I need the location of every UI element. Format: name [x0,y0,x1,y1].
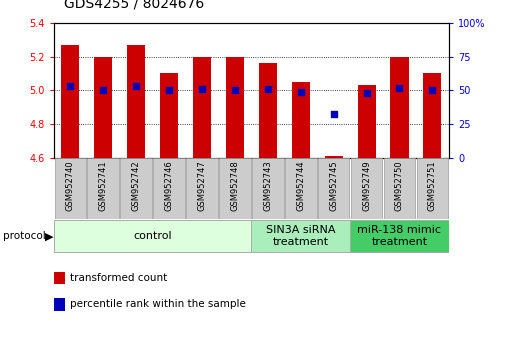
FancyBboxPatch shape [121,158,152,219]
Bar [292,82,310,158]
Bar [193,57,211,158]
FancyBboxPatch shape [285,158,317,219]
Bar [259,63,277,158]
Text: GSM952743: GSM952743 [263,160,272,211]
Bar [226,57,244,158]
FancyBboxPatch shape [350,221,449,252]
FancyBboxPatch shape [318,158,349,219]
FancyBboxPatch shape [54,158,86,219]
FancyBboxPatch shape [87,158,119,219]
Point [132,84,140,89]
Bar [358,85,376,158]
Bar [94,57,112,158]
FancyBboxPatch shape [186,158,218,219]
FancyBboxPatch shape [384,158,416,219]
Point [198,86,206,92]
Text: SIN3A siRNA
treatment: SIN3A siRNA treatment [266,225,336,247]
Text: GSM952745: GSM952745 [329,160,338,211]
FancyBboxPatch shape [219,158,251,219]
FancyBboxPatch shape [351,158,382,219]
Text: GSM952741: GSM952741 [98,160,108,211]
Text: GSM952744: GSM952744 [296,160,305,211]
Point [297,89,305,95]
Point [363,90,371,96]
Bar [423,74,442,158]
Text: control: control [133,231,172,241]
Text: percentile rank within the sample: percentile rank within the sample [70,299,246,309]
Point [264,86,272,92]
Point [99,87,107,93]
Bar [390,57,408,158]
Point [329,112,338,117]
Text: ▶: ▶ [45,231,54,241]
Text: transformed count: transformed count [70,273,168,283]
FancyBboxPatch shape [54,221,251,252]
FancyBboxPatch shape [417,158,448,219]
FancyBboxPatch shape [153,158,185,219]
Point [66,84,74,89]
Bar [325,156,343,158]
Text: miR-138 mimic
treatment: miR-138 mimic treatment [358,225,442,247]
Bar [160,74,178,158]
Text: GSM952747: GSM952747 [198,160,207,211]
Text: GSM952749: GSM952749 [362,160,371,211]
Text: GSM952751: GSM952751 [428,160,437,211]
Text: GSM952740: GSM952740 [66,160,75,211]
Point [165,87,173,93]
Text: GSM952746: GSM952746 [165,160,173,211]
FancyBboxPatch shape [251,221,350,252]
Text: GSM952750: GSM952750 [395,160,404,211]
Bar [127,45,145,158]
Point [428,87,437,93]
Point [231,87,239,93]
Bar [61,45,80,158]
Text: GSM952748: GSM952748 [230,160,240,211]
Text: protocol: protocol [3,231,45,241]
Text: GSM952742: GSM952742 [132,160,141,211]
Point [396,85,404,90]
Text: GDS4255 / 8024676: GDS4255 / 8024676 [64,0,204,11]
FancyBboxPatch shape [252,158,284,219]
